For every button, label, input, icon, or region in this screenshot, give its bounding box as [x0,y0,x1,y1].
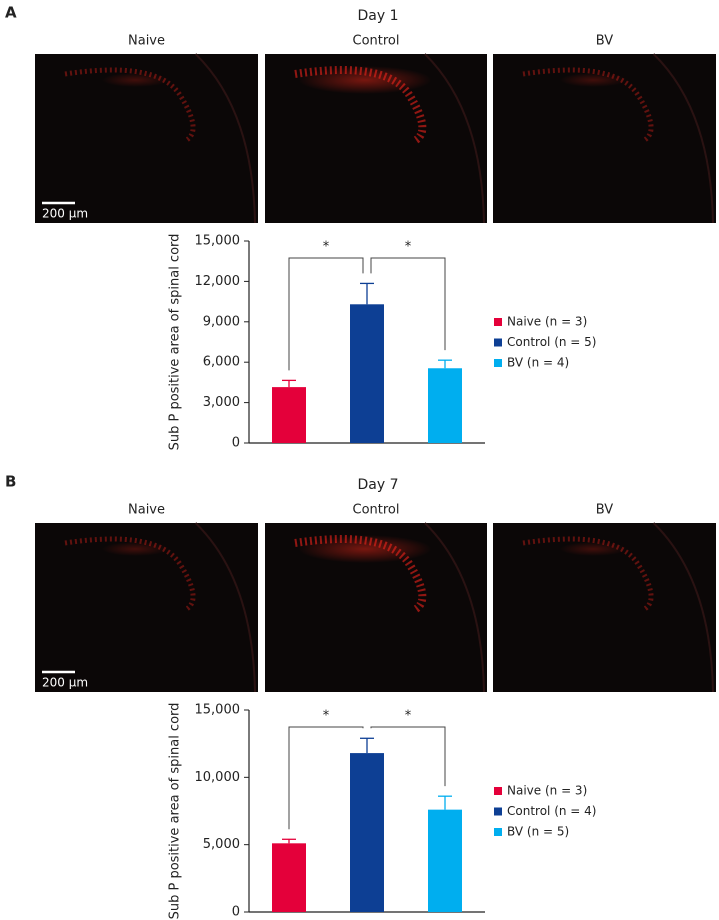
bar [272,387,306,443]
image-label: Naive [128,503,165,518]
micrograph-signal [522,536,654,612]
image-label: Naive [128,34,165,49]
legend-label: Naive (n = 3) [507,315,587,329]
legend-label: Control (n = 4) [507,804,596,818]
scale-bar-label: 200 μm [42,676,88,690]
y-tick-label: 15,000 [195,234,241,249]
micrograph-edge [652,522,714,693]
panel: A Day 1 Naive Control BV 200 μm 0 3,000 6,000 9,0… [5,4,716,451]
micrograph-glow [101,73,169,87]
panel-title: Day 1 [357,8,398,24]
y-tick-label: 0 [232,436,240,451]
micrograph-signal [64,67,196,143]
legend-swatch [494,338,502,347]
legend-swatch [494,359,502,367]
y-tick-label: 12,000 [195,274,241,289]
image-label: BV [596,34,614,49]
scale-bar-label: 200 μm [42,207,88,221]
micrograph-edge [424,522,485,693]
bar [428,809,462,912]
significance-bracket [288,726,364,830]
y-tick-label: 3,000 [203,395,240,410]
significance-bracket [370,257,446,351]
image-label: Control [353,503,400,518]
legend-label: BV (n = 5) [507,825,569,839]
micrograph-glow [298,66,432,94]
y-tick-label: 0 [232,905,240,920]
y-tick-label: 15,000 [195,703,241,718]
micrograph-glow [559,73,627,87]
micrograph-edge [194,522,256,693]
legend-label: Control (n = 5) [507,335,596,349]
panel: B Day 7 Naive Control BV 200 μm 0 5,000 10,000 15… [5,473,716,920]
image-label: BV [596,503,614,518]
panel-label: B [5,473,16,491]
legend-swatch [494,787,502,795]
y-tick-label: 9,000 [203,314,240,329]
y-tick-label: 10,000 [195,770,241,785]
micrograph-edge [652,53,714,224]
y-axis-label: Sub P positive area of spinal cord [168,234,183,451]
legend-label: Naive (n = 3) [507,784,587,798]
image-label: Control [353,34,400,49]
y-tick-label: 6,000 [203,355,240,370]
micrograph-edge [194,53,256,224]
panel-label: A [5,4,17,22]
micrograph-glow [298,535,432,563]
y-axis-label: Sub P positive area of spinal cord [168,703,183,920]
legend-label: BV (n = 4) [507,356,569,370]
legend-swatch [494,318,502,326]
significance-bracket [288,257,364,371]
micrograph-glow [559,542,627,556]
legend-swatch [494,828,502,836]
bar [350,304,384,443]
panel-title: Day 7 [357,477,398,493]
significance-label: * [405,709,412,724]
bar [428,368,462,443]
significance-label: * [405,240,412,255]
significance-bracket [370,726,446,787]
micrograph-glow [101,542,169,556]
y-tick-label: 5,000 [203,837,240,852]
micrograph-signal [522,67,654,143]
bar [350,753,384,912]
bar [272,843,306,912]
micrograph-edge [424,53,485,224]
significance-label: * [323,240,330,255]
legend-swatch [494,807,502,816]
significance-label: * [323,709,330,724]
micrograph-signal [64,536,196,612]
